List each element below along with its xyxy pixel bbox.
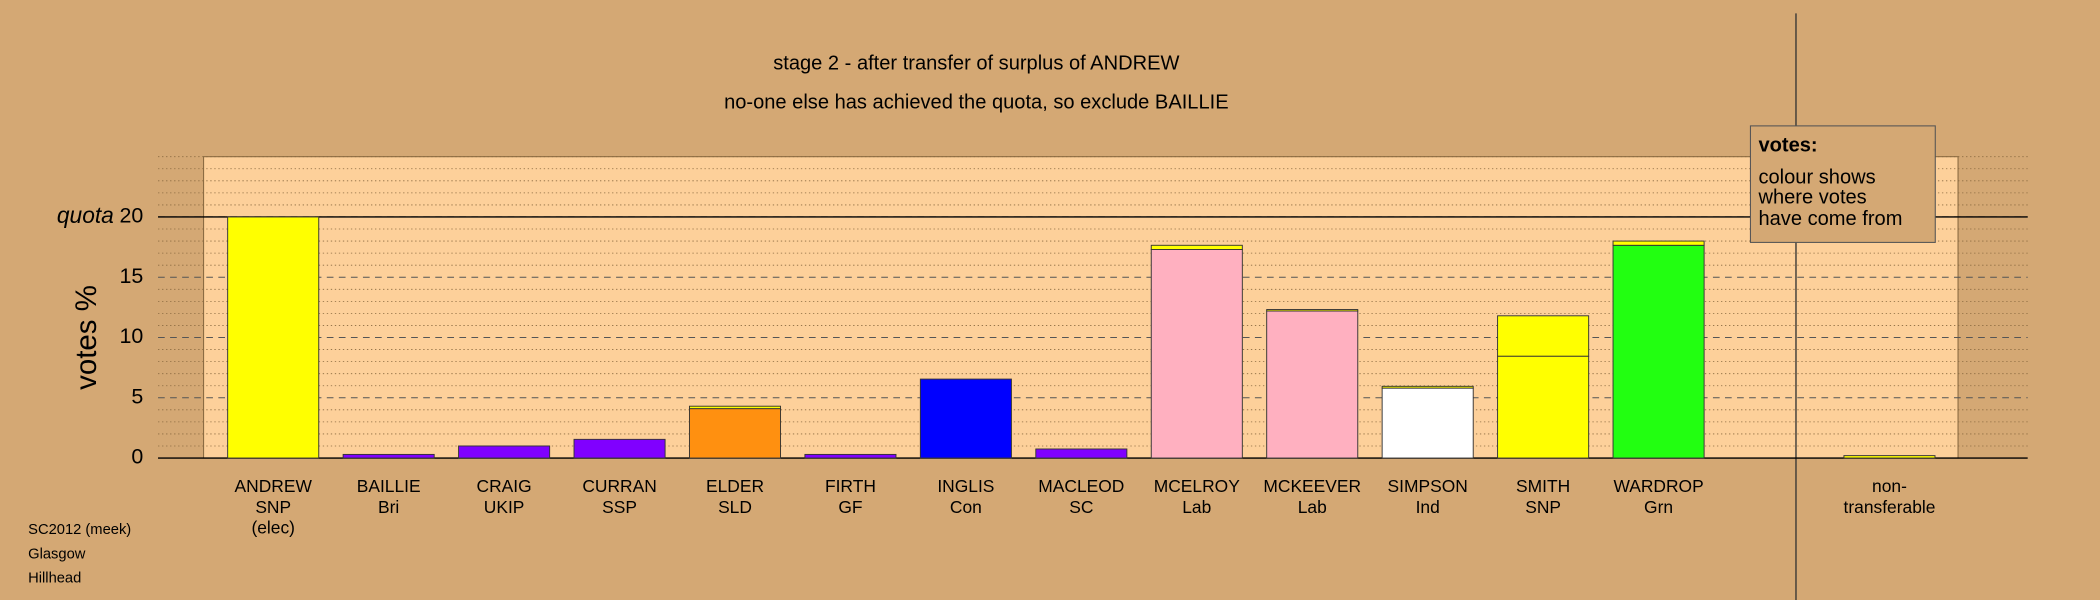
y-tick-label: 10	[119, 324, 143, 348]
bar-segment	[1266, 309, 1359, 312]
bar-segment	[573, 438, 666, 459]
y-tick-label: 0	[131, 445, 143, 469]
bar-segment	[1381, 387, 1474, 459]
bar-segment	[1150, 249, 1243, 459]
legend-line: have come from	[1758, 208, 1902, 230]
x-tick-label: MACLEOD	[1038, 476, 1124, 496]
x-tick-label: Lab	[1298, 497, 1327, 517]
bar-segment	[1612, 244, 1705, 459]
y-axis-label: votes %	[70, 285, 103, 390]
bar-segment	[1035, 448, 1128, 459]
bar-segment	[1497, 315, 1590, 357]
x-tick-label: MCKEEVER	[1263, 476, 1361, 496]
bars	[227, 216, 1936, 459]
x-tick-label: SLD	[718, 497, 752, 517]
chart-title: stage 2 - after transfer of surplus of A…	[773, 53, 1179, 75]
x-tick-label: ANDREW	[235, 476, 313, 496]
x-tick-label: (elec)	[251, 518, 295, 538]
bar-segment	[1612, 240, 1705, 246]
x-tick-label: SIMPSON	[1388, 476, 1468, 496]
x-tick-label: CRAIG	[477, 476, 532, 496]
legend-title: votes:	[1758, 134, 1817, 156]
legend-box	[1749, 125, 1936, 243]
legend-line: colour shows	[1758, 166, 1875, 188]
bar-segment	[1843, 455, 1936, 459]
x-tick-label: ELDER	[706, 476, 764, 496]
x-tick-label: Grn	[1644, 497, 1673, 517]
x-tick-label: UKIP	[484, 497, 525, 517]
x-tick-label: SC	[1069, 497, 1093, 517]
bar-segment	[688, 408, 782, 459]
x-tick-label: BAILLIE	[357, 476, 421, 496]
x-tick-label: GF	[838, 497, 862, 517]
y-tick-label: 5	[131, 384, 143, 408]
bar-segment	[227, 216, 320, 459]
footer-note: Glasgow	[28, 546, 86, 562]
bar-segment	[688, 405, 782, 410]
x-tick-label: Lab	[1182, 497, 1211, 517]
x-tick-label: SNP	[1525, 497, 1561, 517]
bar-segment	[1497, 355, 1590, 459]
footer-note: SC2012 (meek)	[28, 522, 131, 538]
footer-note: Hillhead	[28, 570, 81, 586]
x-tick-label: SSP	[602, 497, 637, 517]
bar-segment	[1381, 385, 1474, 389]
bar-segment	[458, 445, 551, 459]
x-tick-label: INGLIS	[937, 476, 994, 496]
x-tick-label: Ind	[1416, 497, 1440, 517]
y-tick-label: 20	[119, 204, 143, 228]
x-tick-label: FIRTH	[825, 476, 876, 496]
bar-segment	[342, 453, 435, 459]
x-tick-label: non-	[1872, 476, 1907, 496]
legend-line: where votes	[1757, 187, 1866, 209]
x-tick-label: transferable	[1844, 497, 1936, 517]
bar-segment	[1266, 310, 1359, 459]
chart-subtitle: no-one else has achieved the quota, so e…	[724, 91, 1229, 113]
x-tick-label: WARDROP	[1613, 476, 1703, 496]
x-tick-label: Bri	[378, 497, 399, 517]
bar-segment	[804, 453, 897, 459]
y-tick-label: 15	[119, 264, 143, 288]
quota-label: quota	[57, 202, 114, 228]
x-tick-label: CURRAN	[582, 476, 656, 496]
bar-segment	[1150, 244, 1243, 250]
x-tick-label: SMITH	[1516, 476, 1570, 496]
x-tick-label: SNP	[255, 497, 291, 517]
x-tick-label: Con	[950, 497, 982, 517]
bar-segment	[919, 378, 1012, 459]
x-tick-label: MCELROY	[1154, 476, 1240, 496]
